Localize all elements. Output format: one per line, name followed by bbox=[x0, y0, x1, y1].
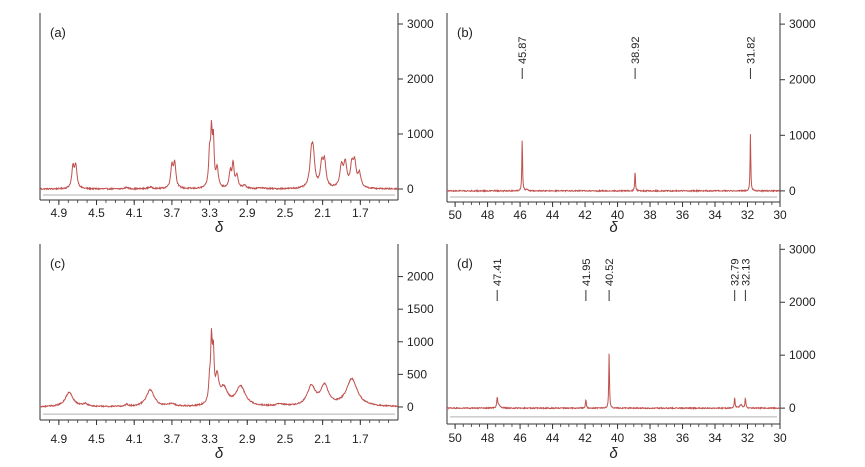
y-tick-label: 2000 bbox=[407, 270, 434, 284]
x-tick-label: 2.9 bbox=[239, 432, 256, 446]
x-tick-label: 2.5 bbox=[277, 432, 294, 446]
peak-label: 45.87 bbox=[517, 36, 529, 64]
x-tick-label: 3.3 bbox=[201, 206, 218, 220]
y-tick-label: 1000 bbox=[789, 348, 816, 362]
x-axis-label: δ bbox=[609, 445, 618, 462]
panel-d: (d) 50 48 46 44 42 40 38 36 34 32 30 0 1000 2000 3000 δ 4… bbox=[446, 242, 816, 462]
peak-label: 40.52 bbox=[604, 258, 616, 286]
x-tick-label: 4.1 bbox=[126, 432, 143, 446]
x-tick-label: 1.7 bbox=[352, 432, 369, 446]
x-tick-label: 42 bbox=[578, 431, 592, 445]
peak-label: 41.95 bbox=[581, 258, 593, 286]
y-tick-label: 1000 bbox=[407, 127, 434, 141]
panel-a: (a) 4.9 4.5 4.1 3.7 3.3 2.9 2.5 2.1 1.7 0 1000 2000 3… bbox=[39, 13, 434, 236]
x-tick-label: 36 bbox=[676, 431, 690, 445]
spectrum-line bbox=[39, 120, 399, 191]
peak-label: 38.92 bbox=[630, 36, 642, 64]
peak-label: 32.79 bbox=[730, 258, 742, 286]
x-tick-label: 30 bbox=[773, 208, 787, 222]
x-axis-label: δ bbox=[215, 445, 224, 462]
x-tick-label: 32 bbox=[741, 208, 755, 222]
x-tick-label: 3.7 bbox=[164, 206, 181, 220]
x-tick-label: 3.7 bbox=[164, 432, 181, 446]
x-tick-label: 44 bbox=[546, 431, 560, 445]
x-tick-label: 40 bbox=[611, 431, 625, 445]
y-tick-label: 1500 bbox=[407, 302, 434, 316]
x-tick-label: 30 bbox=[773, 431, 787, 445]
x-axis-label: δ bbox=[609, 219, 618, 236]
x-tick-label: 38 bbox=[643, 431, 657, 445]
panel-label: (b) bbox=[457, 25, 473, 40]
panel-c: (c) 4.9 4.5 4.1 3.7 3.3 2.9 2.5 2.1 1.7 0 500 1000 15… bbox=[39, 244, 434, 462]
x-axis-label: δ bbox=[215, 219, 224, 236]
y-tick-label: 1000 bbox=[407, 335, 434, 349]
x-tick-label: 34 bbox=[708, 431, 722, 445]
x-tick-label: 4.5 bbox=[88, 432, 105, 446]
x-tick-label: 2.9 bbox=[239, 206, 256, 220]
spectrum-line bbox=[446, 134, 781, 193]
y-tick-label: 2000 bbox=[789, 73, 816, 87]
spectrum-line bbox=[39, 328, 399, 409]
x-tick-label: 34 bbox=[708, 208, 722, 222]
x-tick-label: 44 bbox=[546, 208, 560, 222]
x-tick-label: 50 bbox=[448, 208, 462, 222]
panel-label: (c) bbox=[50, 256, 65, 271]
x-tick-label: 4.9 bbox=[50, 206, 67, 220]
x-tick-label: 50 bbox=[448, 431, 462, 445]
x-tick-label: 42 bbox=[578, 208, 592, 222]
x-tick-label: 38 bbox=[643, 208, 657, 222]
x-tick-label: 4.1 bbox=[126, 206, 143, 220]
peak-label: 47.41 bbox=[492, 258, 504, 286]
y-tick-label: 0 bbox=[789, 184, 796, 198]
x-tick-label: 46 bbox=[513, 431, 527, 445]
x-tick-label: 32 bbox=[741, 431, 755, 445]
y-tick-label: 0 bbox=[407, 182, 414, 196]
x-tick-label: 48 bbox=[481, 208, 495, 222]
x-tick-label: 2.1 bbox=[314, 206, 331, 220]
y-tick-label: 3000 bbox=[407, 17, 434, 31]
panel-b: (b) 50 48 46 44 42 40 38 36 34 32 300 1000 2000 3000 δ 4… bbox=[446, 13, 816, 236]
panel-label: (d) bbox=[457, 256, 473, 271]
x-tick-label: 4.5 bbox=[88, 206, 105, 220]
x-tick-label: 36 bbox=[676, 208, 690, 222]
peak-label: 31.82 bbox=[745, 36, 757, 64]
y-tick-label: 500 bbox=[407, 367, 427, 381]
y-tick-label: 0 bbox=[789, 401, 796, 415]
x-tick-label: 40 bbox=[611, 208, 625, 222]
x-tick-label: 46 bbox=[513, 208, 527, 222]
x-tick-label: 2.1 bbox=[314, 432, 331, 446]
y-tick-label: 1000 bbox=[789, 128, 816, 142]
y-tick-label: 2000 bbox=[789, 295, 816, 309]
spectrum-line bbox=[446, 353, 781, 410]
y-tick-label: 3000 bbox=[789, 17, 816, 31]
y-tick-label: 3000 bbox=[789, 242, 816, 256]
x-tick-label: 3.3 bbox=[201, 432, 218, 446]
y-tick-label: 2000 bbox=[407, 72, 434, 86]
x-tick-label: 48 bbox=[481, 431, 495, 445]
x-tick-label: 1.7 bbox=[352, 206, 369, 220]
peak-label: 32.13 bbox=[740, 258, 752, 286]
x-tick-label: 2.5 bbox=[277, 206, 294, 220]
panel-label: (a) bbox=[50, 25, 66, 40]
x-tick-label: 4.9 bbox=[50, 432, 67, 446]
y-tick-label: 0 bbox=[407, 400, 414, 414]
